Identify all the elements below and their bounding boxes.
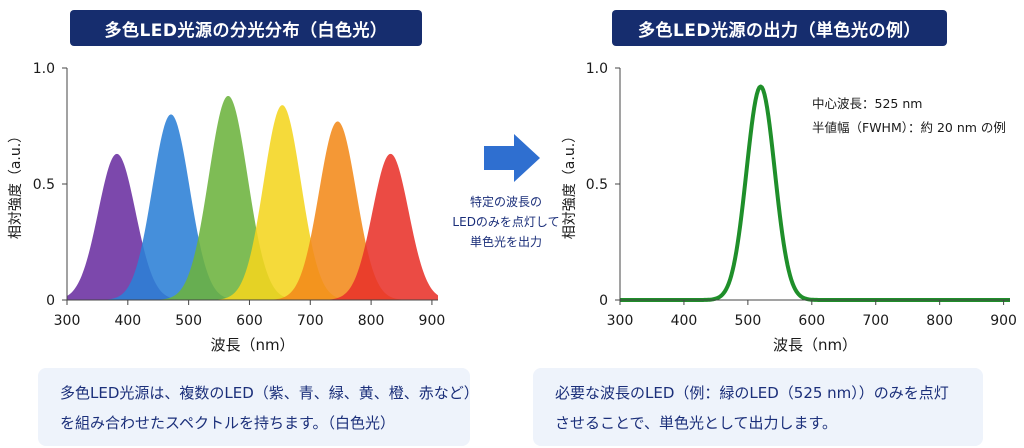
middle-note-line: LEDのみを点灯して [452, 215, 560, 229]
x-tick-label: 300 [607, 313, 634, 329]
spectrum-peak-1 [67, 114, 438, 300]
x-tick-label: 400 [671, 313, 698, 329]
right-arrow-icon [484, 134, 540, 182]
y-tick-label: 0 [46, 293, 55, 309]
x-tick-label: 900 [990, 313, 1017, 329]
y-tick-label: 1.0 [33, 61, 55, 77]
middle-note: 特定の波長の LEDのみを点灯して 単色光を出力 [452, 192, 560, 252]
right-spectrum-plot: 300 400 500 600 700 800 900 0 0.5 1.0 波長（nm） 相対強度（a… [562, 61, 1017, 354]
y-tick-label: 0 [599, 293, 608, 309]
x-tick-label: 600 [236, 313, 263, 329]
x-tick-label: 500 [735, 313, 762, 329]
middle-note-line: 特定の波長の [469, 195, 542, 209]
x-tick-label: 700 [862, 313, 889, 329]
right-description-line: 必要な波長のLED（例：緑のLED（525 nm））のみを点灯 [555, 384, 949, 402]
middle-note-line: 単色光を出力 [469, 235, 542, 249]
x-tick-label: 300 [54, 313, 81, 329]
x-tick-label: 900 [419, 313, 446, 329]
y-tick-label: 0.5 [586, 177, 608, 193]
center-wavelength-annotation: 中心波長：525 nm [812, 96, 922, 111]
fwhm-annotation: 半値幅（FWHM）：約 20 nm の例 [812, 120, 1006, 135]
left-description-box: 多色LED光源は、複数のLED（紫、青、緑、黄、橙、赤など） を組み合わせたスペ… [38, 368, 479, 446]
spectrum-line-0 [619, 84, 1011, 302]
right-description-line: させることで、単色光として出力します。 [555, 414, 838, 432]
right-description-box: 必要な波長のLED（例：緑のLED（525 nm））のみを点灯 させることで、単… [533, 368, 983, 446]
x-axis-label: 波長（nm） [210, 336, 294, 354]
x-tick-label: 800 [358, 313, 385, 329]
right-chart-title: 多色LED光源の出力（単色光の例） [612, 10, 947, 46]
x-tick-label: 600 [798, 313, 825, 329]
x-tick-label: 700 [297, 313, 324, 329]
y-tick-label: 0.5 [33, 177, 55, 193]
x-tick-label: 500 [175, 313, 202, 329]
y-axis-label: 相対強度（a.u.） [8, 129, 24, 239]
left-spectrum-plot: 300 400 500 600 700 800 900 0 0.5 1.0 波長（nm） 相対強度（a… [8, 61, 445, 354]
left-description-line: 多色LED光源は、複数のLED（紫、青、緑、黄、橙、赤など） [60, 384, 479, 402]
left-chart-title: 多色LED光源の分光分布（白色光） [70, 10, 422, 46]
y-tick-label: 1.0 [586, 61, 608, 77]
spectrum-peak-4 [67, 121, 438, 301]
x-axis-label: 波長（nm） [773, 336, 857, 354]
spectrum-peak-5 [67, 153, 438, 300]
spectrum-peak-0 [67, 153, 438, 300]
x-tick-label: 800 [926, 313, 953, 329]
spectrum-peak-3 [67, 105, 438, 301]
x-tick-label: 400 [114, 313, 141, 329]
left-description-line: を組み合わせたスペクトルを持ちます。（白色光） [60, 414, 395, 432]
y-axis-label: 相対強度（a.u.） [562, 129, 578, 239]
